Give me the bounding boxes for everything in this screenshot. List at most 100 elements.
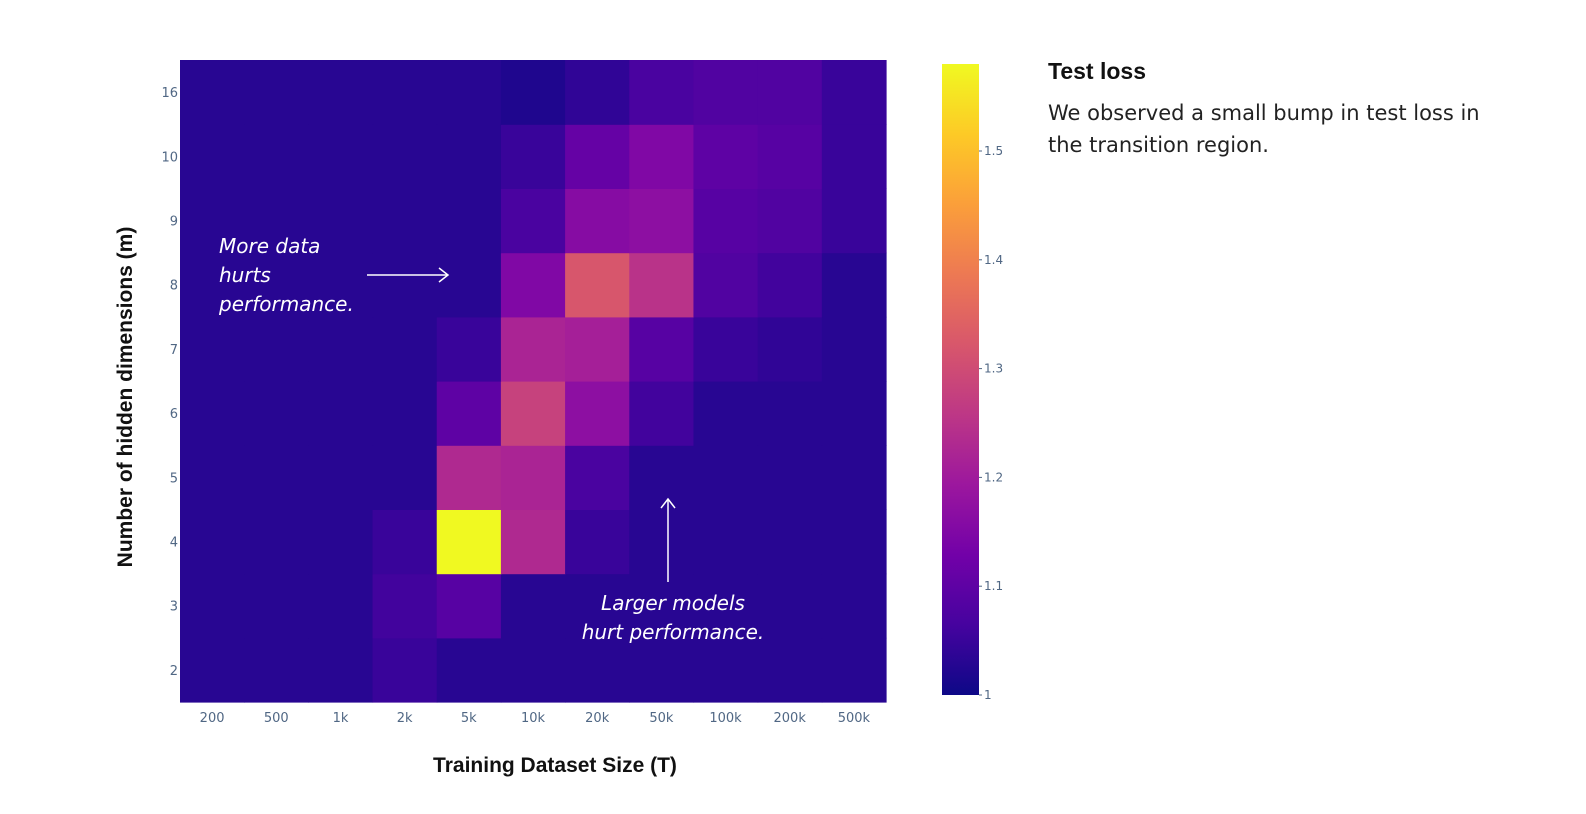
heatmap-cell — [821, 381, 887, 446]
x-tick-label: 2k — [397, 711, 413, 726]
heatmap-cell — [308, 509, 374, 575]
heatmap-cell — [244, 573, 309, 639]
y-axis-title: Number of hidden dimensions (m) — [114, 227, 137, 568]
heatmap-cell — [629, 188, 695, 254]
heatmap-cell — [372, 188, 438, 254]
heatmap-cell — [693, 252, 759, 318]
heatmap-cell — [757, 60, 823, 125]
heatmap-cell — [436, 252, 502, 318]
heatmap-cell — [629, 445, 695, 510]
heatmap-cell — [821, 573, 887, 639]
heatmap-cell — [757, 637, 823, 703]
heatmap-cell — [821, 637, 887, 703]
heatmap-cell — [757, 445, 823, 510]
annotation-larger-models-text: hurt performance. — [582, 620, 765, 644]
heatmap-cell — [308, 445, 374, 510]
side-description: We observed a small bump in test loss in… — [1048, 101, 1480, 157]
heatmap-cell — [500, 637, 566, 703]
heatmap-cell — [757, 124, 823, 189]
x-tick-label: 20k — [585, 711, 610, 726]
heatmap-cell — [372, 637, 438, 703]
heatmap-cell — [436, 573, 502, 639]
colorbar-tick-label: 1 — [984, 688, 992, 702]
x-tick-label: 1k — [333, 711, 349, 726]
heatmap-cell — [565, 381, 630, 446]
arrowhead-up-icon — [660, 497, 676, 509]
heatmap-cell — [757, 316, 823, 382]
y-tick-label: 9 — [170, 215, 178, 230]
colorbar-tick-label: 1.1 — [984, 579, 1003, 593]
heatmap-cells — [180, 60, 887, 703]
x-tick-label: 50k — [649, 711, 674, 726]
colorbar-gradient — [942, 64, 979, 695]
heatmap-cell — [693, 509, 759, 575]
heatmap-cell — [757, 381, 823, 446]
heatmap-cell — [308, 188, 374, 254]
heatmap-cell — [821, 316, 887, 382]
x-tick-label: 200 — [200, 711, 225, 726]
heatmap-cell — [244, 252, 309, 318]
heatmap-cell — [500, 252, 566, 318]
heatmap-cell — [500, 60, 566, 125]
heatmap-cell — [693, 445, 759, 510]
heatmap-cell — [693, 316, 759, 382]
heatmap-cell — [308, 60, 374, 125]
heatmap-cell — [308, 252, 374, 318]
heatmap-cell — [180, 60, 245, 125]
heatmap-cell — [436, 124, 502, 189]
colorbar-tick-label: 1.3 — [984, 362, 1003, 376]
heatmap-cell — [244, 316, 309, 382]
heatmap-cell — [757, 573, 823, 639]
annotation-larger-models-text: Larger models — [601, 591, 745, 615]
heatmap-cell — [372, 573, 438, 639]
annotations: More data hurts performance. Larger models h… — [218, 234, 764, 644]
heatmap-cell — [565, 509, 630, 575]
heatmap-cell — [180, 316, 245, 382]
heatmap-cell — [500, 509, 566, 575]
colorbar-tick-label: 1.2 — [984, 470, 1003, 484]
heatmap-cell — [693, 124, 759, 189]
y-tick-label: 8 — [170, 279, 178, 294]
side-panel: Test loss We observed a small bump in te… — [1048, 58, 1518, 161]
heatmap-cell — [500, 381, 566, 446]
heatmap-cell — [436, 445, 502, 510]
annotation-more-data-text: hurts — [219, 263, 271, 287]
heatmap-cell — [693, 637, 759, 703]
arrowhead-right-icon — [438, 267, 450, 283]
x-axis-title: Training Dataset Size (T) — [433, 754, 677, 777]
heatmap-cell — [565, 316, 630, 382]
heatmap-cell — [757, 252, 823, 318]
heatmap-cell — [565, 188, 630, 254]
heatmap-cell — [757, 188, 823, 254]
x-tick-label: 100k — [709, 711, 742, 726]
y-axis-ticks: 2 3 4 5 6 7 8 9 10 16 — [161, 86, 178, 679]
heatmap-cell — [372, 445, 438, 510]
heatmap-cell — [372, 381, 438, 446]
y-tick-label: 6 — [170, 407, 178, 422]
heatmap-cell — [372, 124, 438, 189]
heatmap-cell — [693, 573, 759, 639]
x-tick-label: 10k — [521, 711, 546, 726]
heatmap-cell — [500, 316, 566, 382]
heatmap-cell — [629, 316, 695, 382]
heatmap-cell — [436, 60, 502, 125]
heatmap-cell — [693, 188, 759, 254]
heatmap-cell — [308, 316, 374, 382]
heatmap-cell — [436, 381, 502, 446]
heatmap-cell — [565, 252, 630, 318]
heatmap-cell — [565, 124, 630, 189]
heatmap-cell — [308, 573, 374, 639]
heatmap-cell — [757, 509, 823, 575]
heatmap-cell — [821, 188, 887, 254]
heatmap-cell — [821, 252, 887, 318]
heatmap-cell — [180, 573, 245, 639]
heatmap-cell — [629, 573, 695, 639]
annotation-more-data-text: More data — [219, 234, 320, 258]
heatmap-cell — [372, 60, 438, 125]
heatmap-cell — [629, 637, 695, 703]
heatmap-cell — [629, 381, 695, 446]
x-tick-label: 5k — [461, 711, 477, 726]
x-tick-label: 200k — [774, 711, 807, 726]
x-axis-ticks: 200 500 1k 2k 5k 10k 20k 50k 100k 200k 500k — [200, 711, 871, 726]
heatmap-cell — [180, 252, 245, 318]
